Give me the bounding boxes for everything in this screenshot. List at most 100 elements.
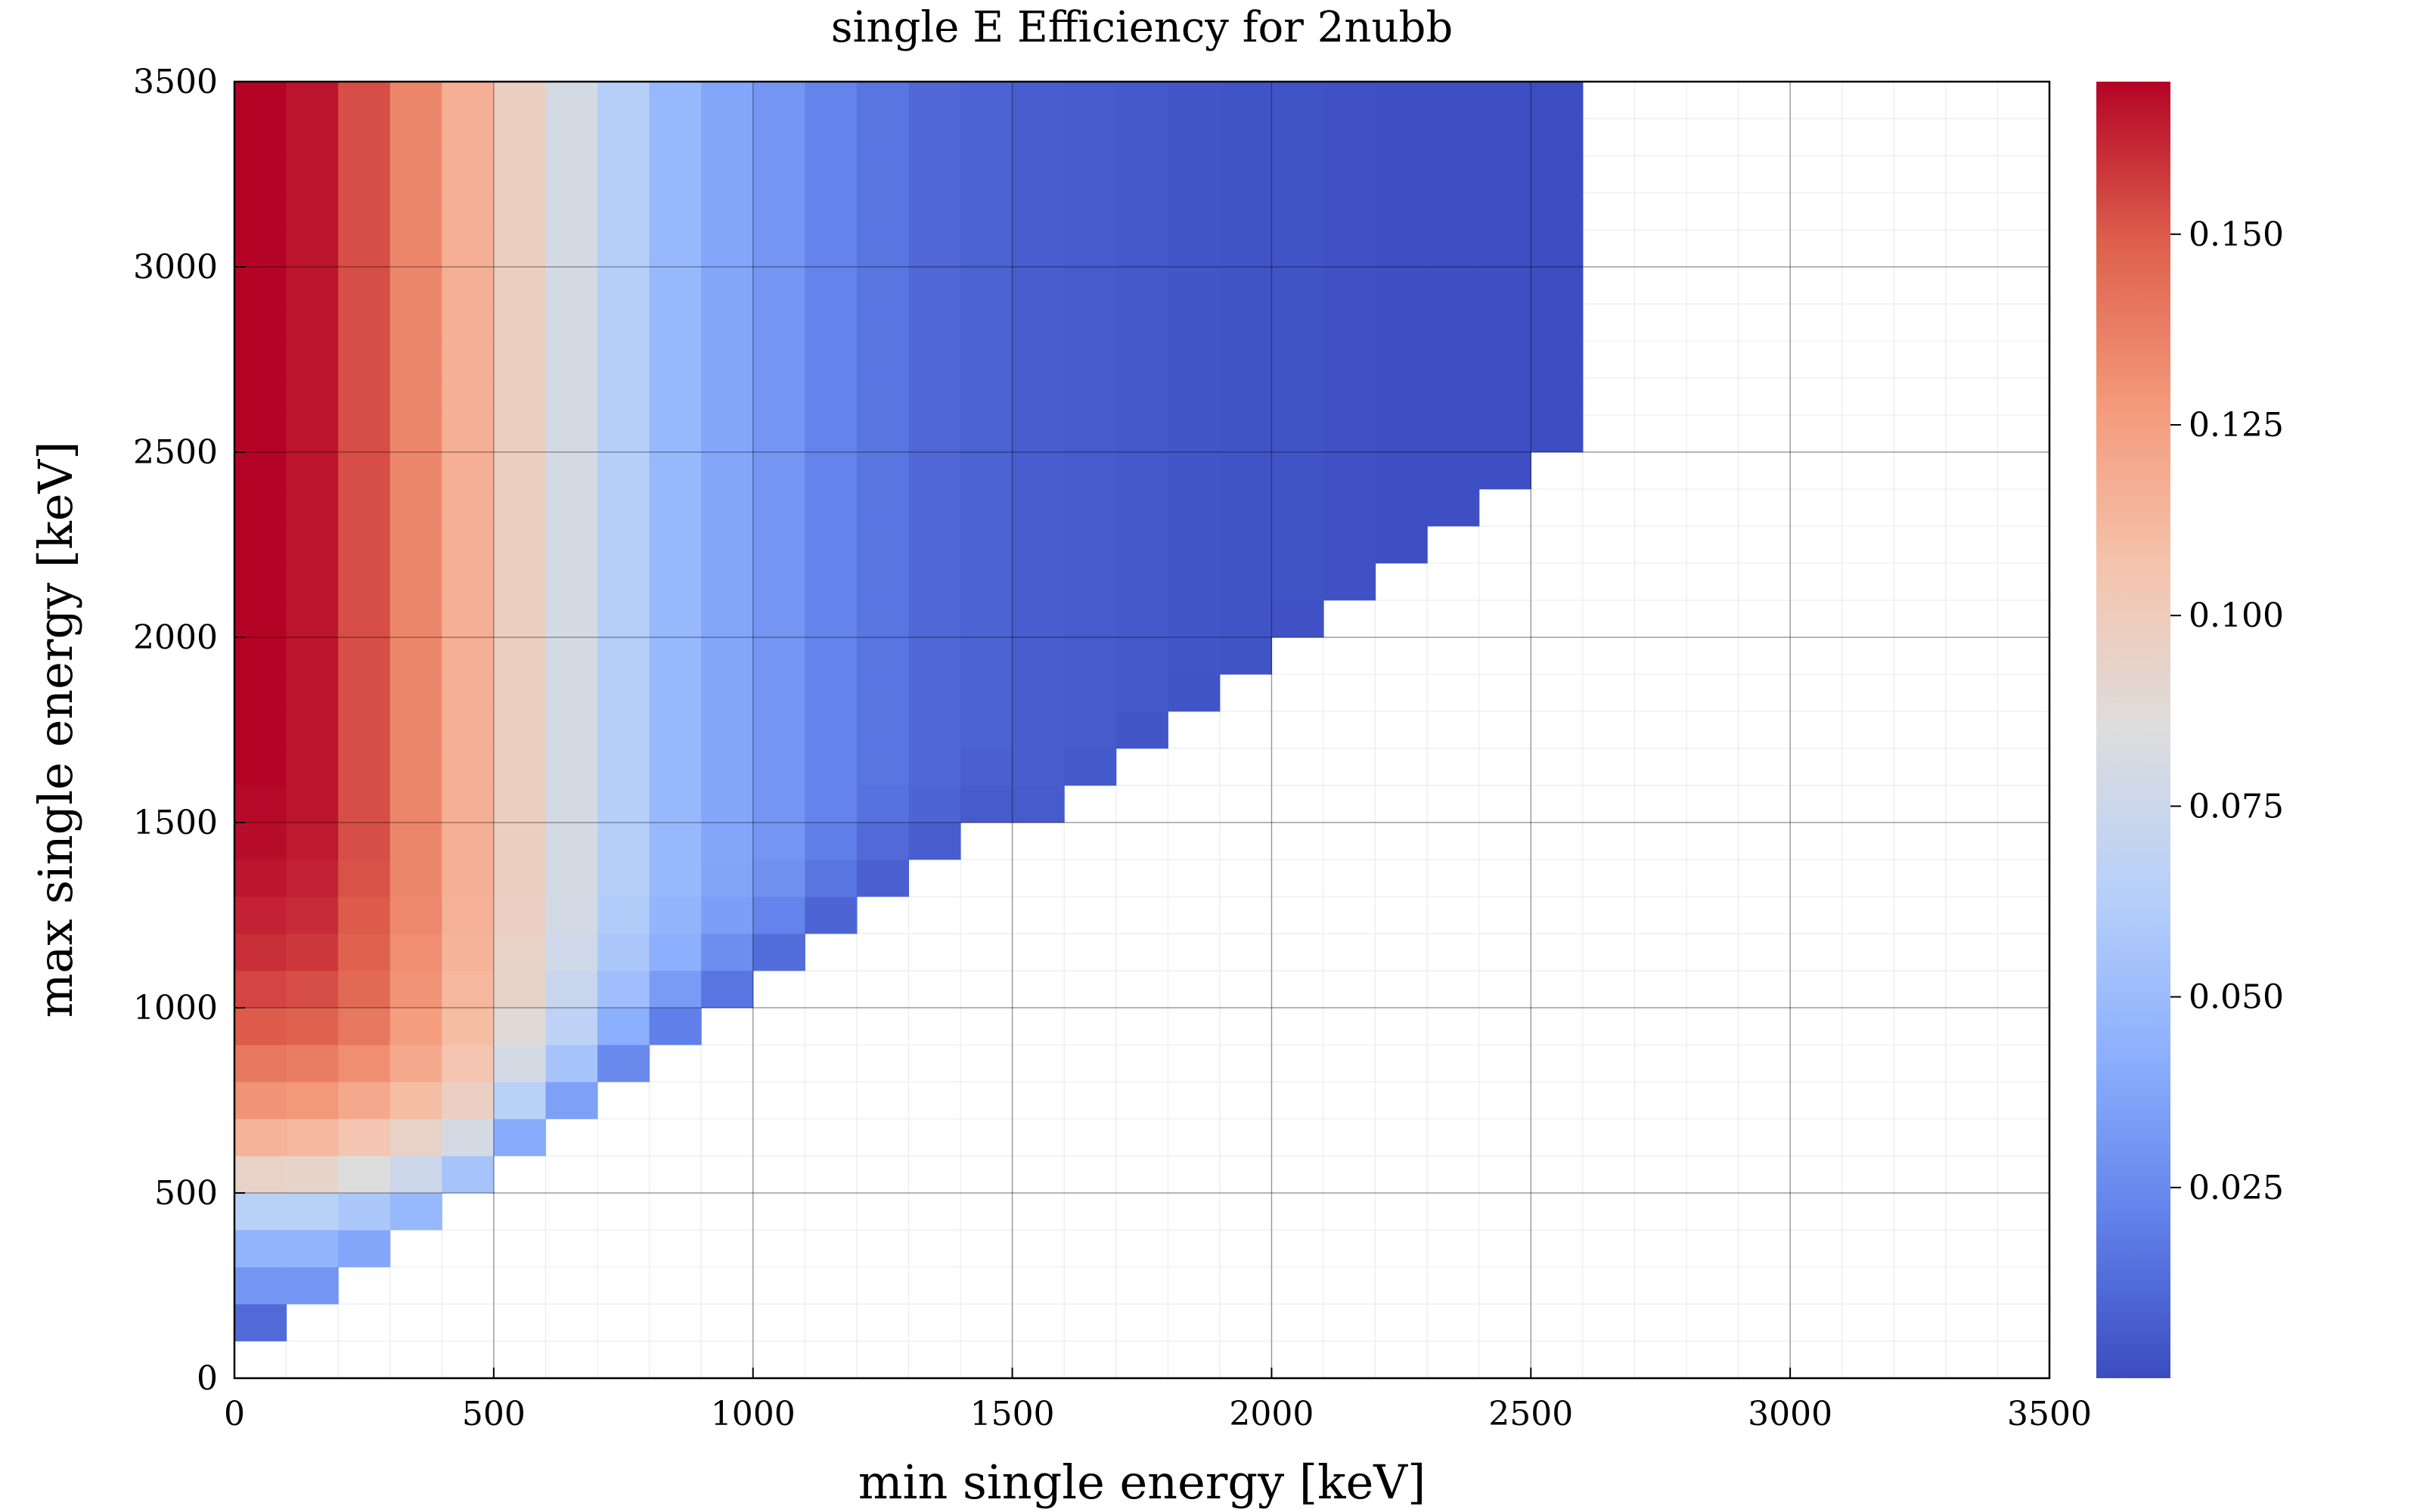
heatmap-cell [389,414,442,453]
x-tick-label: 3500 [2007,1395,2092,1433]
heatmap-cell [545,303,598,342]
heatmap-cell [649,340,702,379]
heatmap-cell [1064,340,1117,379]
heatmap-cell [908,377,961,416]
heatmap-cell [442,1081,495,1120]
heatmap-cell [1531,229,1584,268]
heatmap-cell [597,674,650,712]
heatmap-cell [389,896,442,934]
heatmap-cell [1115,155,1168,194]
heatmap-cell [597,785,650,823]
x-tick-label: 2000 [1229,1395,1314,1433]
colorbar-tick-label: 0.150 [2189,215,2284,254]
heatmap-cell [908,748,961,786]
heatmap-cell [752,451,805,490]
heatmap-cell [1064,488,1117,527]
heatmap-cell [649,155,702,194]
heatmap-cell [442,266,495,305]
heatmap-cell [805,303,858,342]
heatmap-cell [908,340,961,379]
heatmap-cell [805,637,858,675]
heatmap-cell [1271,303,1324,342]
heatmap-cell [286,933,339,971]
heatmap-cell [338,896,391,934]
heatmap-cell [1064,377,1117,416]
heatmap-cell [1323,340,1376,379]
heatmap-cell [805,711,858,749]
heatmap-cell [1168,637,1221,675]
heatmap-cell [286,229,339,268]
heatmap-cell [1375,488,1428,527]
heatmap-cell [234,562,287,601]
heatmap-cell [442,340,495,379]
heatmap-cell [1012,785,1065,823]
heatmap-cell [701,674,754,712]
heatmap-cell [545,377,598,416]
heatmap-cell [1219,525,1273,564]
heatmap-cell [701,118,754,156]
heatmap-cell [234,859,287,897]
heatmap-cell [1012,414,1065,453]
heatmap-cell [649,303,702,342]
heatmap-cell [1323,229,1376,268]
heatmap-cell [493,155,547,194]
heatmap-cell [338,859,391,897]
heatmap-cell [805,525,858,564]
heatmap-cell [442,970,495,1009]
heatmap-cell [856,859,910,897]
heatmap-cell [649,711,702,749]
heatmap-cell [1168,192,1221,231]
heatmap-cell [960,451,1013,490]
heatmap-cell [1115,303,1168,342]
heatmap-cell [701,229,754,268]
heatmap-cell [856,822,910,860]
heatmap-cell [1531,155,1584,194]
heatmap-cell [338,1229,391,1268]
heatmap-cell [389,488,442,527]
heatmap-cell [1064,711,1117,749]
heatmap-cell [1478,303,1531,342]
heatmap-cell [701,933,754,971]
heatmap-cell [389,785,442,823]
heatmap-cell [597,859,650,897]
heatmap-cell [389,155,442,194]
x-tick-label: 2500 [1488,1395,1573,1433]
x-axis-ticks: 0 500 1000 1500 2000 2500 3000 3500 [224,1368,2092,1433]
y-tick-label: 2500 [133,433,218,472]
heatmap-cell [649,81,702,119]
heatmap-cell [701,451,754,490]
heatmap-cell [1478,229,1531,268]
heatmap-cell [1012,525,1065,564]
heatmap-cell [493,562,547,601]
heatmap-cell [1115,118,1168,156]
heatmap-cell [649,1007,702,1046]
heatmap-cell [1219,303,1273,342]
heatmap-cell [442,303,495,342]
heatmap-cell [286,303,339,342]
heatmap-cell [545,266,598,305]
heatmap-cell [234,711,287,749]
heatmap-cell [856,414,910,453]
heatmap-cell [1064,414,1117,453]
heatmap-cell [1375,377,1428,416]
heatmap-cell [286,637,339,675]
heatmap-cell [493,414,547,453]
heatmap-cell [1168,266,1221,305]
heatmap-cell [234,1155,287,1194]
heatmap-cell [649,785,702,823]
heatmap-cell [649,229,702,268]
heatmap-cell [389,1081,442,1120]
heatmap-cell [286,266,339,305]
heatmap-cell [286,377,339,416]
heatmap-cell [908,525,961,564]
heatmap-cell [597,451,650,490]
heatmap-cell [960,192,1013,231]
heatmap-cell [1478,192,1531,231]
heatmap-cell [493,451,547,490]
heatmap-cell [1427,192,1480,231]
heatmap-cell [1271,600,1324,638]
heatmap-cell [908,451,961,490]
heatmap-cell [389,451,442,490]
heatmap-cell [1115,81,1168,119]
